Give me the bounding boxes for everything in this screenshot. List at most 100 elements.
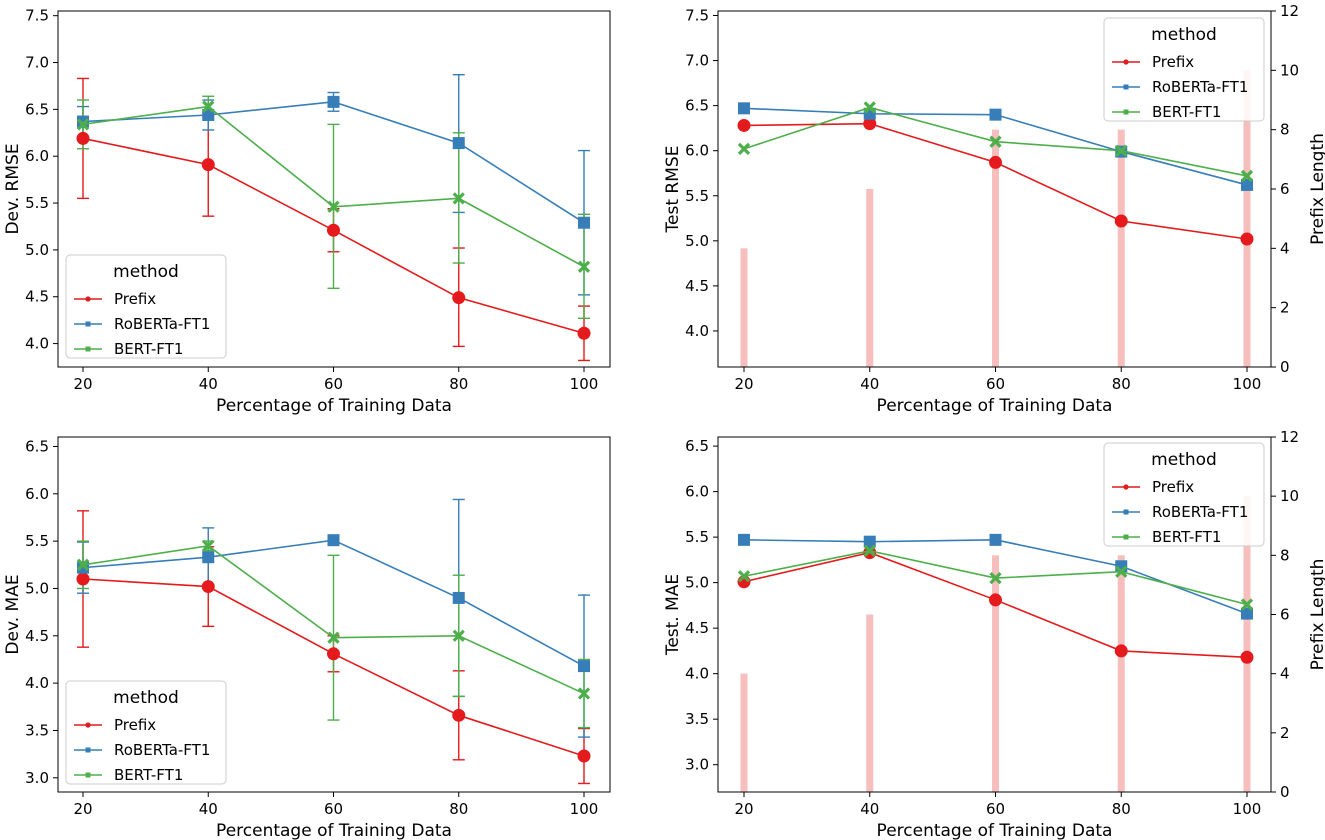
data-point-Prefix (1114, 644, 1128, 658)
legend-label-Prefix: Prefix (114, 290, 156, 308)
y-tick-label: 6.5 (685, 97, 709, 115)
data-point-RoBERTa-FT1 (738, 102, 750, 115)
prefix-length-bar (1117, 129, 1125, 367)
y-tick-label: 3.5 (25, 721, 49, 739)
legend: method Prefix RoBERTa-FT1 BERT-FT1 (1103, 17, 1265, 122)
legend-title: method (113, 688, 179, 708)
x-tick-label: 60 (986, 375, 1005, 393)
data-point-Prefix (989, 155, 1002, 169)
data-point-BERT-FT1 (863, 101, 876, 114)
x-axis-label: Percentage of Training Data (216, 821, 452, 840)
panel-3: 20 40 60 80 100 3.0 3.5 4.0 4.5 5.0 5.5 6.0 6.5 Perce… (3, 436, 611, 840)
legend-marker (85, 346, 91, 352)
prefix-length-bar (740, 248, 748, 367)
prefix-length-bar (1117, 555, 1125, 792)
x-tick-label: 40 (199, 375, 218, 393)
x-tick-label: 100 (1233, 375, 1262, 393)
legend-box (1103, 17, 1265, 122)
legend-label-BERT-FT1: BERT-FT1 (1152, 103, 1221, 121)
y-axis-label: Dev. MAE (3, 574, 23, 654)
data-point-Prefix (201, 580, 215, 594)
legend-marker (1123, 484, 1129, 490)
y-tick-label: 5.0 (25, 579, 49, 597)
legend-label-Prefix: Prefix (1152, 478, 1194, 496)
x-tick-label: 80 (1112, 800, 1131, 818)
y2-tick-label: 2 (1280, 299, 1290, 317)
legend-marker (1123, 59, 1129, 65)
y2-tick-label: 6 (1280, 180, 1290, 198)
x-tick-label: 20 (73, 375, 92, 393)
y-tick-label: 5.5 (25, 532, 49, 550)
data-point-Prefix (452, 708, 466, 722)
data-point-RoBERTa-FT1 (202, 108, 215, 121)
prefix-length-bar (1243, 496, 1251, 792)
y-tick-label: 6.0 (25, 485, 49, 503)
legend-marker (1123, 534, 1129, 540)
y-tick-label: 6.0 (685, 483, 709, 501)
y-axis-label: Dev. RMSE (3, 143, 23, 234)
legend-box (65, 254, 227, 359)
y-tick-label: 6.5 (685, 437, 709, 455)
data-point-RoBERTa-FT1 (1241, 607, 1253, 620)
legend: method Prefix RoBERTa-FT1 BERT-FT1 (65, 680, 227, 785)
legend-marker (1123, 109, 1129, 115)
y-tick-label: 6.5 (25, 100, 49, 118)
legend-label-RoBERTa-FT1: RoBERTa-FT1 (114, 315, 210, 333)
data-point-Prefix (327, 647, 340, 661)
prefix-length-bar (1243, 70, 1251, 367)
data-point-Prefix (1240, 232, 1254, 246)
y-tick-label: 6.0 (25, 147, 49, 165)
data-point-BERT-FT1 (76, 558, 90, 571)
y-tick-label: 5.0 (685, 574, 709, 592)
data-point-Prefix (1114, 214, 1128, 228)
y-tick-label: 5.0 (25, 241, 49, 259)
legend-box (1103, 442, 1265, 547)
x-axis-label: Percentage of Training Data (877, 396, 1113, 416)
data-point-BERT-FT1 (452, 629, 465, 642)
y-tick-label: 5.5 (25, 194, 49, 212)
y2-tick-label: 10 (1280, 61, 1299, 79)
data-point-BERT-FT1 (1240, 598, 1254, 611)
data-point-BERT-FT1 (1115, 565, 1128, 578)
y-tick-label: 3.0 (685, 756, 709, 774)
data-point-Prefix (989, 593, 1002, 607)
y-axis-label: Test RMSE (663, 146, 683, 234)
legend: method Prefix RoBERTa-FT1 BERT-FT1 (65, 254, 227, 359)
data-point-BERT-FT1 (327, 631, 340, 644)
data-point-RoBERTa-FT1 (77, 561, 89, 574)
y-tick-label: 3.5 (685, 710, 709, 728)
data-point-Prefix (737, 118, 751, 132)
data-point-RoBERTa-FT1 (452, 591, 465, 604)
data-point-RoBERTa-FT1 (578, 216, 590, 229)
y2-axis-label: Prefix Length (1308, 559, 1325, 671)
x-tick-label: 20 (73, 800, 92, 818)
data-point-BERT-FT1 (989, 571, 1002, 585)
legend-marker (85, 772, 91, 778)
data-point-Prefix (577, 326, 591, 340)
y2-axis-label: Prefix Length (1308, 133, 1325, 245)
panel-1: 20 40 60 80 100 4.0 4.5 5.0 5.5 6.0 6.5 7.0 7.5 Perce… (3, 7, 611, 416)
data-point-BERT-FT1 (737, 570, 751, 583)
legend-label-BERT-FT1: BERT-FT1 (114, 340, 183, 358)
data-point-Prefix (201, 158, 215, 172)
data-point-Prefix (577, 749, 591, 763)
y2-tick-label: 12 (1280, 2, 1299, 20)
y-tick-label: 3.0 (25, 769, 49, 787)
panel-2: 20 40 60 80 100 4.0 4.5 5.0 5.5 6.0 6.5 7.0 7.5 0 2 4 6 8… (663, 2, 1325, 416)
data-point-BERT-FT1 (327, 200, 340, 213)
legend-label-Prefix: Prefix (1152, 53, 1194, 71)
legend-label-RoBERTa-FT1: RoBERTa-FT1 (1152, 78, 1248, 96)
panel-4: 20 40 60 80 100 3.0 3.5 4.0 4.5 5.0 5.5 6.0 6.5 0 2 4 6 8… (663, 428, 1325, 840)
y-tick-label: 7.0 (685, 52, 709, 70)
x-tick-label: 100 (570, 800, 599, 818)
y2-tick-label: 0 (1280, 358, 1290, 376)
x-tick-label: 80 (1112, 375, 1131, 393)
y-axis-label: Test. MAE (663, 574, 683, 656)
legend-box (65, 680, 227, 785)
prefix-length-bar (866, 614, 874, 792)
legend-label-Prefix: Prefix (114, 716, 156, 734)
legend-label-RoBERTa-FT1: RoBERTa-FT1 (114, 741, 210, 759)
y-tick-label: 5.0 (685, 232, 709, 250)
legend-title: method (1151, 450, 1217, 470)
y-tick-label: 5.5 (685, 528, 709, 546)
